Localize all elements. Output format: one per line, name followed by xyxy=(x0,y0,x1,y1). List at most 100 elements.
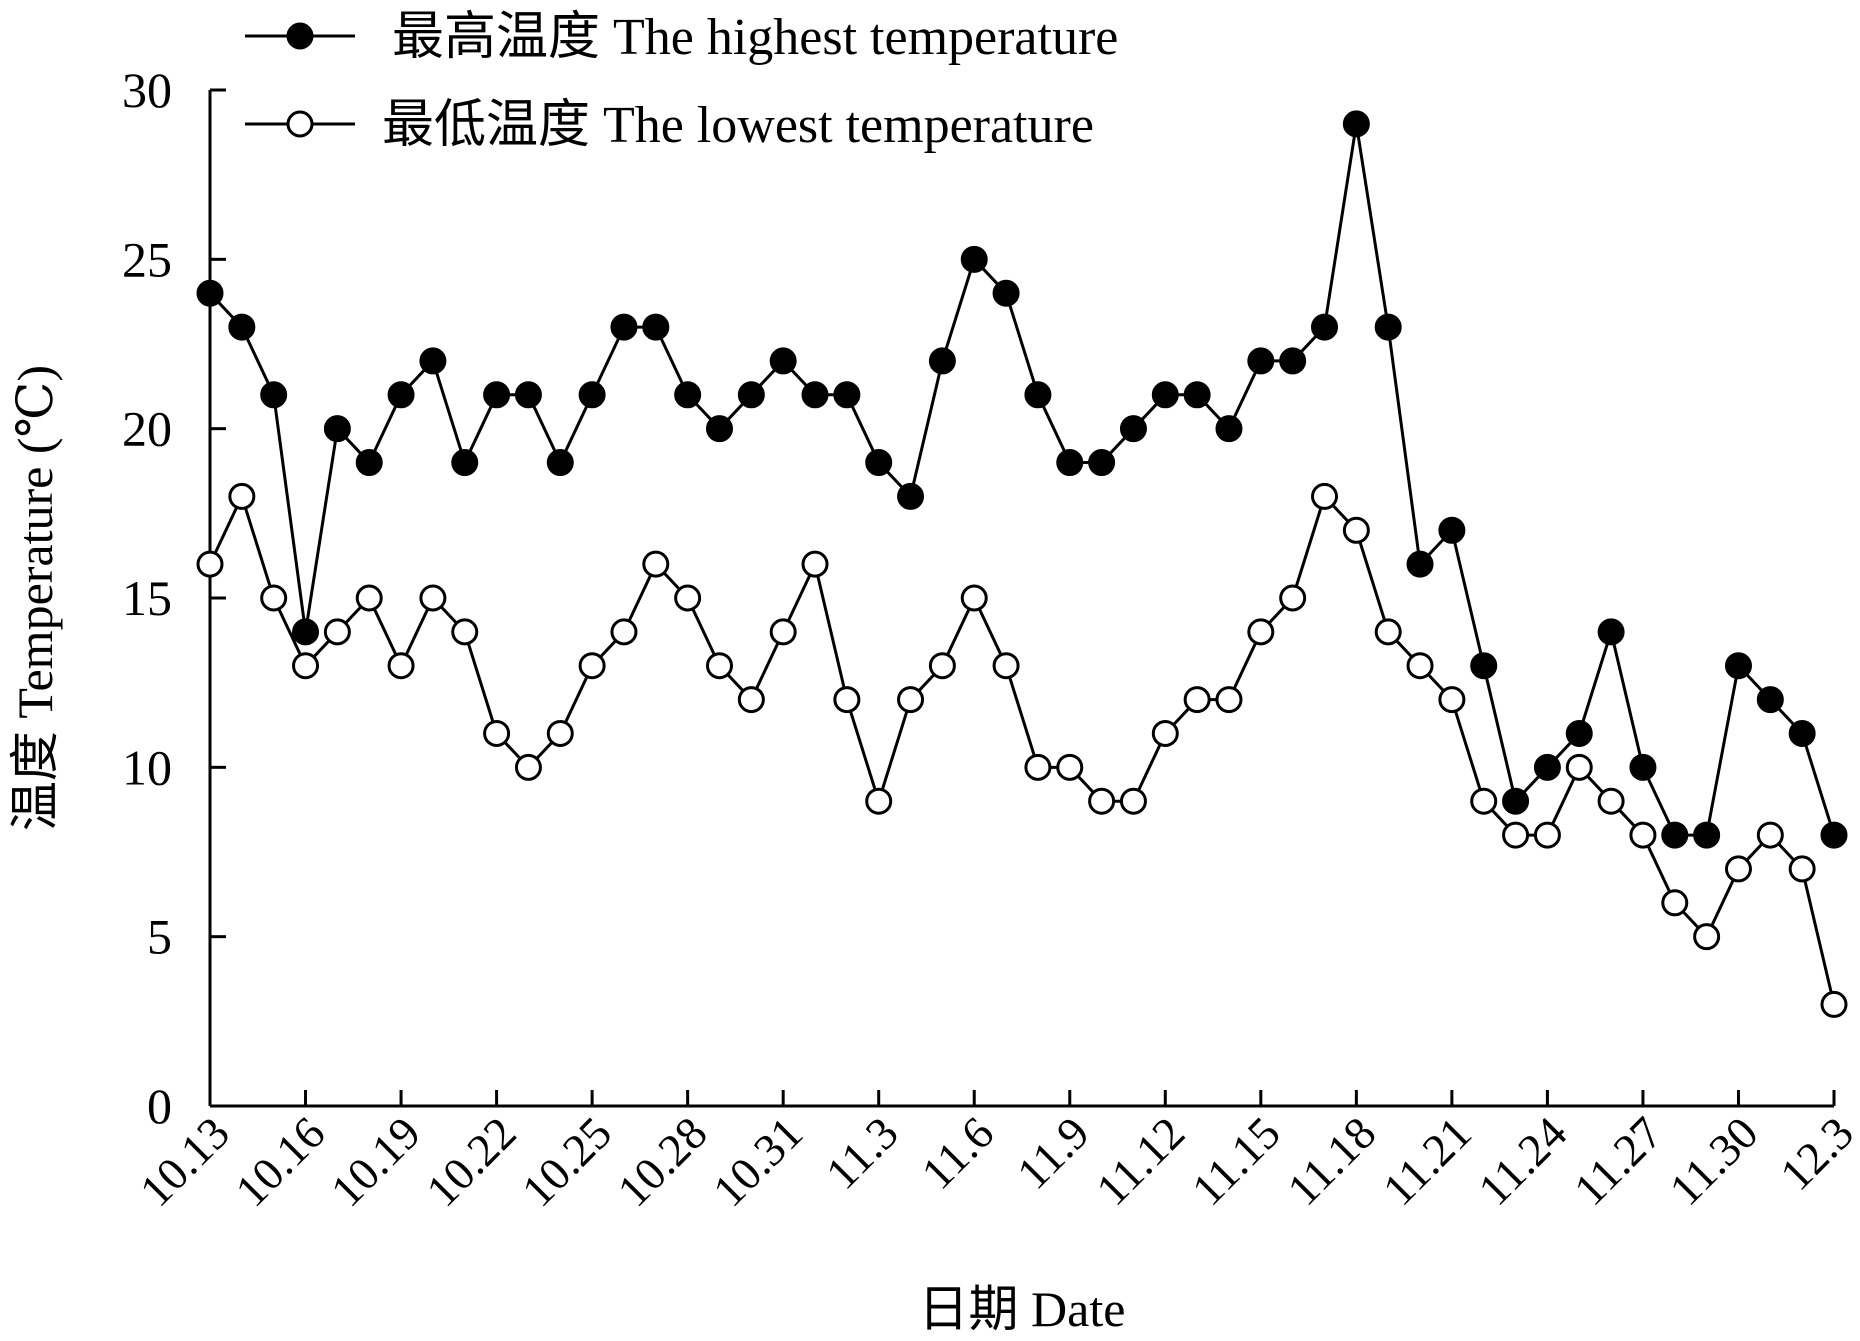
data-point xyxy=(1629,821,1657,849)
data-point xyxy=(960,584,988,612)
data-point xyxy=(419,584,447,612)
y-tick-label: 25 xyxy=(122,231,172,287)
x-tick-label: 10.16 xyxy=(225,1107,334,1216)
data-point xyxy=(578,381,606,409)
y-tick-label: 10 xyxy=(122,739,172,795)
data-point xyxy=(1661,821,1689,849)
data-point xyxy=(1438,516,1466,544)
data-point xyxy=(992,279,1020,307)
data-point xyxy=(1597,618,1625,646)
data-point xyxy=(674,584,702,612)
data-point xyxy=(292,618,320,646)
x-tick-label: 11.3 xyxy=(816,1107,908,1199)
data-point xyxy=(1693,821,1721,849)
data-point xyxy=(865,449,893,477)
data-point xyxy=(1533,821,1561,849)
data-point xyxy=(196,279,224,307)
data-point xyxy=(1088,449,1116,477)
x-tick-label: 11.12 xyxy=(1086,1107,1194,1215)
data-point xyxy=(483,381,511,409)
data-point xyxy=(1024,753,1052,781)
y-tick-label: 5 xyxy=(147,909,172,965)
data-point xyxy=(1629,753,1657,781)
data-point xyxy=(1151,719,1179,747)
data-point xyxy=(1247,347,1275,375)
data-point xyxy=(387,652,415,680)
data-point xyxy=(1279,347,1307,375)
x-tick-label: 10.25 xyxy=(512,1107,621,1216)
data-point xyxy=(1342,516,1370,544)
legend-marker xyxy=(286,22,314,50)
legend-label: 最高温度 The highest temperature xyxy=(392,9,1118,66)
data-point xyxy=(1533,753,1561,781)
data-point xyxy=(705,652,733,680)
data-point xyxy=(1183,381,1211,409)
series-1 xyxy=(196,110,1848,849)
legend: 最高温度 The highest temperature 最低温度 The low… xyxy=(245,9,1118,154)
data-point xyxy=(960,245,988,273)
data-point xyxy=(1183,686,1211,714)
data-point xyxy=(928,347,956,375)
data-point xyxy=(705,415,733,443)
data-point xyxy=(578,652,606,680)
data-point xyxy=(260,381,288,409)
data-point xyxy=(1088,787,1116,815)
data-point xyxy=(1502,787,1530,815)
data-point xyxy=(1724,855,1752,883)
data-point xyxy=(514,381,542,409)
y-tick-label: 20 xyxy=(122,401,172,457)
data-point xyxy=(1311,482,1339,510)
data-point xyxy=(897,686,925,714)
data-point xyxy=(228,482,256,510)
data-point xyxy=(1756,686,1784,714)
data-point xyxy=(897,482,925,510)
x-tick-label: 11.27 xyxy=(1564,1107,1672,1215)
legend-marker xyxy=(286,110,314,138)
data-point xyxy=(1661,889,1689,917)
data-point xyxy=(1056,753,1084,781)
data-point xyxy=(642,313,670,341)
data-point xyxy=(769,618,797,646)
data-point xyxy=(1597,787,1625,815)
series-line xyxy=(208,492,1836,1005)
data-point xyxy=(1788,855,1816,883)
x-tick-label: 11.18 xyxy=(1277,1107,1385,1215)
data-point xyxy=(419,347,447,375)
data-point xyxy=(1820,821,1848,849)
data-point xyxy=(833,686,861,714)
x-tick-label: 10.19 xyxy=(321,1107,430,1216)
series-line xyxy=(208,123,1836,837)
y-tick-label: 0 xyxy=(147,1078,172,1134)
data-point xyxy=(737,381,765,409)
data-point xyxy=(387,381,415,409)
data-point xyxy=(451,449,479,477)
data-point xyxy=(483,719,511,747)
x-tick-label: 10.22 xyxy=(416,1107,525,1216)
data-point xyxy=(674,381,702,409)
y-axis-ticks: 0 5 10 15 20 25 30 xyxy=(122,62,226,1134)
data-point xyxy=(451,618,479,646)
legend-item-2: 最低温度 The lowest temperature xyxy=(245,97,1094,154)
x-tick-label: 11.21 xyxy=(1373,1107,1481,1215)
data-point xyxy=(514,753,542,781)
data-point xyxy=(292,652,320,680)
data-point xyxy=(323,618,351,646)
data-point xyxy=(196,550,224,578)
x-tick-label: 10.31 xyxy=(703,1107,812,1216)
data-point xyxy=(1693,923,1721,951)
data-point xyxy=(1470,787,1498,815)
data-point xyxy=(1342,110,1370,138)
x-tick-label: 11.15 xyxy=(1182,1107,1290,1215)
data-point xyxy=(1502,821,1530,849)
data-point xyxy=(865,787,893,815)
y-axis-title: 温度 Temperature (℃) xyxy=(7,365,63,831)
data-point xyxy=(1215,686,1243,714)
data-point xyxy=(1788,719,1816,747)
data-point xyxy=(323,415,351,443)
data-point xyxy=(228,313,256,341)
data-point xyxy=(546,719,574,747)
axes xyxy=(208,90,1834,1108)
data-point xyxy=(1311,313,1339,341)
data-point xyxy=(1820,990,1848,1018)
data-point xyxy=(610,618,638,646)
